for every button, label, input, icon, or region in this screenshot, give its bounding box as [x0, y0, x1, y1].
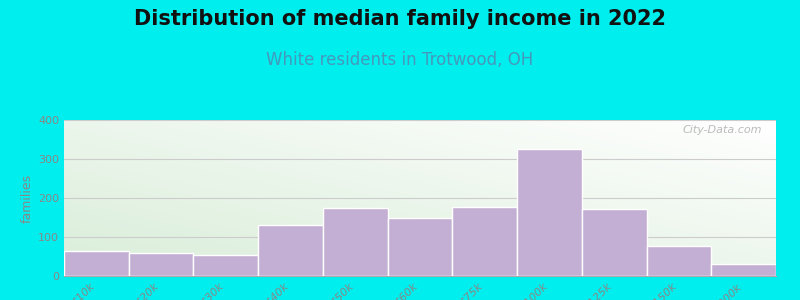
Bar [582, 208, 646, 276]
Text: City-Data.com: City-Data.com [682, 125, 762, 135]
Bar [64, 251, 129, 276]
Bar [194, 254, 258, 276]
Text: White residents in Trotwood, OH: White residents in Trotwood, OH [266, 51, 534, 69]
Y-axis label: families: families [21, 173, 34, 223]
Bar [258, 225, 323, 276]
Bar [517, 149, 582, 276]
Bar [323, 208, 388, 276]
Bar [646, 246, 711, 276]
Bar [129, 254, 194, 276]
Bar [388, 218, 452, 276]
Bar [711, 264, 776, 276]
Text: Distribution of median family income in 2022: Distribution of median family income in … [134, 9, 666, 29]
Bar [452, 207, 517, 276]
